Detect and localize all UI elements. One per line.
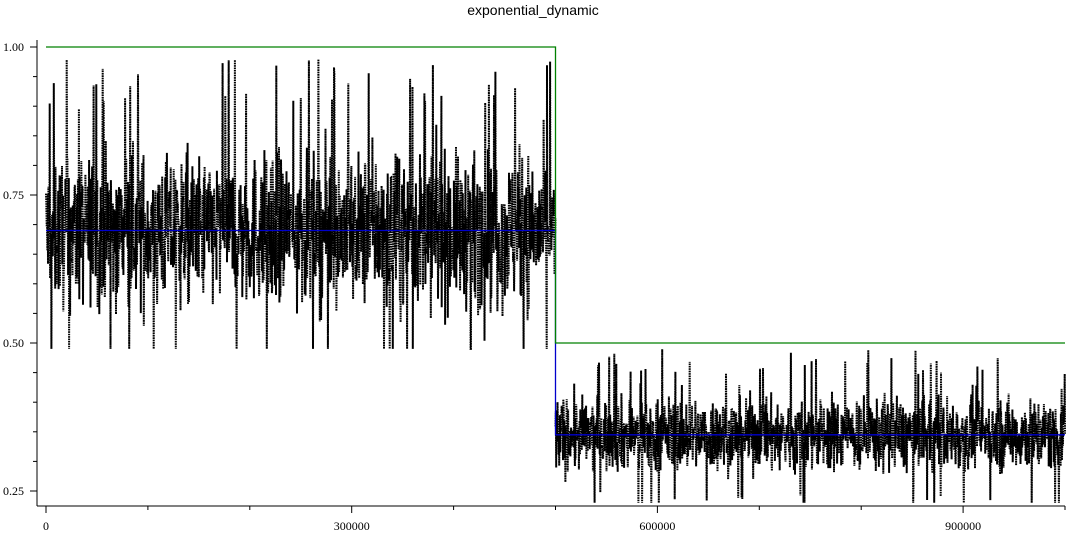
x-tick-label: 300000 xyxy=(334,519,370,533)
x-tick-label: 900000 xyxy=(945,519,981,533)
bound-line xyxy=(46,46,1065,344)
noise-segment-0 xyxy=(45,59,557,350)
chart-title: exponential_dynamic xyxy=(467,2,599,18)
reference-lines xyxy=(46,46,1065,436)
x-tick-label: 600000 xyxy=(639,519,675,533)
y-tick-label: 1.00 xyxy=(3,40,24,54)
y-tick-label: 0.25 xyxy=(3,484,24,498)
noise-series xyxy=(45,59,1066,503)
axes: 0 300000 600000 900000 0.25 0.50 0.75 1.00 xyxy=(3,40,1066,533)
y-tick-label: 0.50 xyxy=(3,336,24,350)
noise-segment-1 xyxy=(554,349,1066,503)
x-tick-label: 0 xyxy=(43,519,49,533)
y-tick-label: 0.75 xyxy=(3,188,24,202)
